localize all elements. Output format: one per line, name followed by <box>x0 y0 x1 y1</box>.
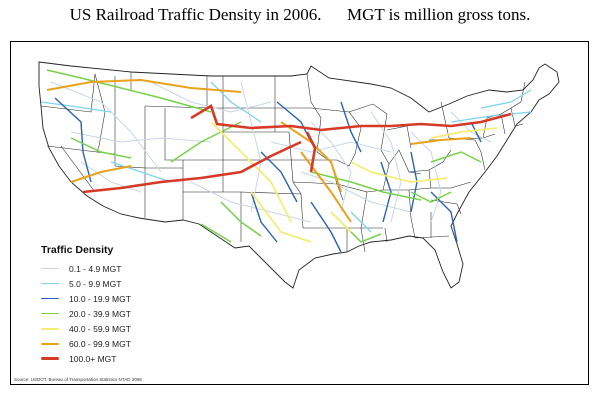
legend-title: Traffic Density <box>41 244 114 256</box>
source-note: Source: USDOT, Bureau of Transportation … <box>14 377 142 382</box>
rail-lines-5-10 <box>40 81 532 233</box>
legend-label: 0.1 - 4.9 MGT <box>69 263 122 274</box>
map-frame: Traffic Density 0.1 - 4.9 MGT 5.0 - 9.9 M… <box>10 41 589 385</box>
legend-label: 60.0 - 99.9 MGT <box>69 338 131 349</box>
us-outline <box>38 61 560 289</box>
rail-lines-0-5 <box>50 81 492 223</box>
legend-swatch <box>41 283 59 284</box>
legend-swatch <box>41 357 59 360</box>
legend-swatch <box>41 268 59 269</box>
legend-label: 20.0 - 39.9 MGT <box>69 308 131 319</box>
legend-label: 5.0 - 9.9 MGT <box>69 278 122 289</box>
legend-label: 100.0+ MGT <box>69 353 117 364</box>
legend-label: 40.0 - 59.9 MGT <box>69 323 131 334</box>
legend-item: 100.0+ MGT <box>41 351 131 366</box>
legend-swatch <box>41 342 59 345</box>
legend-swatch <box>41 327 59 330</box>
legend-swatch <box>41 313 59 314</box>
legend-item: 60.0 - 99.9 MGT <box>41 336 131 351</box>
legend-item: 40.0 - 59.9 MGT <box>41 321 131 336</box>
legend-swatch <box>41 298 59 299</box>
legend-label: 10.0 - 19.9 MGT <box>69 293 131 304</box>
rail-lines-40-60 <box>210 121 498 243</box>
us-rail-map <box>38 61 560 289</box>
map-title: US Railroad Traffic Density in 2006. MGT… <box>69 5 531 24</box>
rail-lines-100-plus <box>82 104 512 194</box>
legend-item: 10.0 - 19.9 MGT <box>41 291 131 306</box>
legend-item: 20.0 - 39.9 MGT <box>41 306 131 321</box>
map-legend: Traffic Density 0.1 - 4.9 MGT 5.0 - 9.9 M… <box>41 244 131 366</box>
legend-item: 5.0 - 9.9 MGT <box>41 276 131 291</box>
legend-item: 0.1 - 4.9 MGT <box>41 261 131 276</box>
